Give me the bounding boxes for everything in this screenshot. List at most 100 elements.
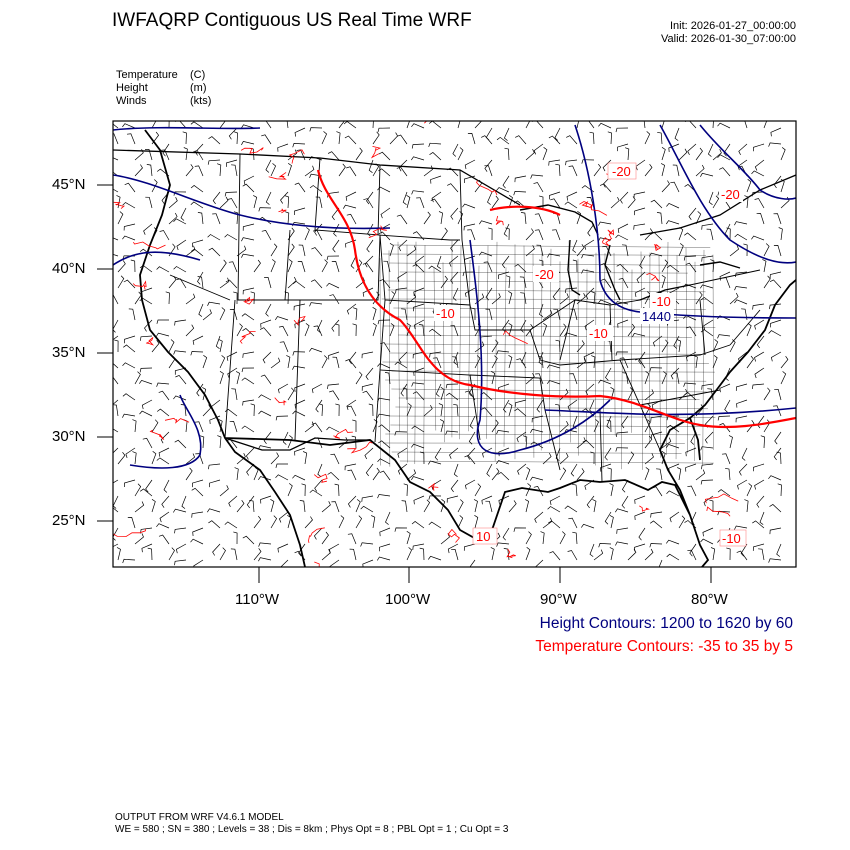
wind-barb <box>113 399 119 405</box>
wind-barb <box>270 259 276 273</box>
wind-barb <box>168 547 175 561</box>
wind-barb <box>700 172 714 177</box>
wind-barb <box>241 377 255 385</box>
wind-barb <box>395 287 408 294</box>
wind-barb <box>372 131 380 145</box>
wind-barb <box>683 255 697 261</box>
wind-barb <box>160 149 170 161</box>
wind-barb <box>134 164 143 177</box>
county-line <box>541 250 543 451</box>
wind-barb <box>617 319 629 328</box>
wind-barb <box>729 339 736 353</box>
wind-barb <box>678 243 684 257</box>
wind-barb <box>258 557 272 562</box>
wind-barb <box>113 133 119 145</box>
wind-barb <box>190 248 204 257</box>
temp-label: -10 <box>589 326 608 341</box>
wind-barb <box>294 127 306 137</box>
wind-barb <box>352 307 358 321</box>
minor-temp-contour <box>506 548 516 559</box>
wind-barb <box>525 547 531 561</box>
wind-barb <box>286 121 289 129</box>
wind-barb <box>338 121 345 129</box>
wind-barb <box>242 223 255 231</box>
wind-barb <box>284 211 290 225</box>
wind-barb <box>156 332 170 337</box>
wind-barb <box>548 520 561 529</box>
wind-barb <box>347 533 357 545</box>
minor-temp-contour <box>313 473 328 483</box>
wind-barb <box>241 253 255 258</box>
wind-barb <box>236 453 246 465</box>
wind-barb <box>602 159 612 172</box>
wind-barb <box>508 195 513 209</box>
wind-barb <box>725 467 731 481</box>
wind-barb <box>294 399 306 409</box>
wind-barb <box>406 531 411 545</box>
wind-barb <box>173 395 187 401</box>
wind-barb <box>644 131 651 145</box>
wind-barb <box>298 244 306 257</box>
wind-barb <box>533 485 544 497</box>
wind-barb <box>508 323 513 337</box>
wind-barb <box>609 547 614 561</box>
wind-barb <box>316 319 323 333</box>
wind-barb <box>462 203 476 209</box>
wind-barb <box>174 439 187 449</box>
wind-barb <box>428 460 442 465</box>
wind-barb <box>122 362 136 369</box>
wind-barb <box>275 463 288 468</box>
wind-barb <box>666 490 680 497</box>
wind-barb <box>260 374 272 385</box>
county-line <box>666 241 669 456</box>
wind-barb <box>292 474 306 481</box>
wind-barb <box>780 371 787 385</box>
wind-barb <box>127 517 136 529</box>
wind-barb <box>724 399 731 413</box>
wind-barb <box>113 188 119 193</box>
wind-barb <box>457 515 464 529</box>
wind-barb <box>736 399 748 408</box>
wind-barb <box>754 159 765 171</box>
wind-barb <box>452 143 459 157</box>
wind-barb <box>182 131 187 145</box>
wind-barb <box>401 308 408 321</box>
map-background <box>113 121 796 567</box>
wind-barb <box>627 548 637 561</box>
wind-barb <box>360 505 374 513</box>
wind-barb <box>299 500 306 513</box>
wind-barb <box>378 151 391 161</box>
temp-label: -20 <box>721 187 740 202</box>
wind-barb <box>615 234 629 241</box>
wind-barb <box>277 383 289 394</box>
wind-barb <box>644 389 654 401</box>
county-line <box>649 252 651 444</box>
wind-barb <box>377 186 391 193</box>
wind-barb <box>428 555 442 561</box>
wind-barb <box>168 121 170 129</box>
wind-barb <box>617 143 629 152</box>
wind-barb <box>309 489 323 497</box>
wind-barb <box>377 127 391 133</box>
wind-barb <box>253 515 262 529</box>
wind-barb <box>411 156 425 161</box>
wind-barb <box>615 541 629 546</box>
wind-barb <box>756 213 765 225</box>
wind-barb <box>776 543 782 557</box>
wind-barb <box>365 367 374 381</box>
wind-barb <box>564 201 578 209</box>
wind-barb <box>202 404 212 417</box>
wind-barb <box>331 207 340 221</box>
wind-barb <box>505 227 510 241</box>
wind-barb <box>219 121 226 129</box>
wind-barb <box>501 255 510 269</box>
wind-barb <box>496 430 510 435</box>
wind-barb <box>242 351 255 358</box>
wind-barb <box>589 543 595 557</box>
wind-barb <box>321 549 331 561</box>
wind-barb <box>429 351 442 358</box>
county-line <box>523 245 526 442</box>
wind-barb <box>685 463 697 472</box>
wind-barb <box>406 469 417 481</box>
wind-barb <box>484 159 493 172</box>
